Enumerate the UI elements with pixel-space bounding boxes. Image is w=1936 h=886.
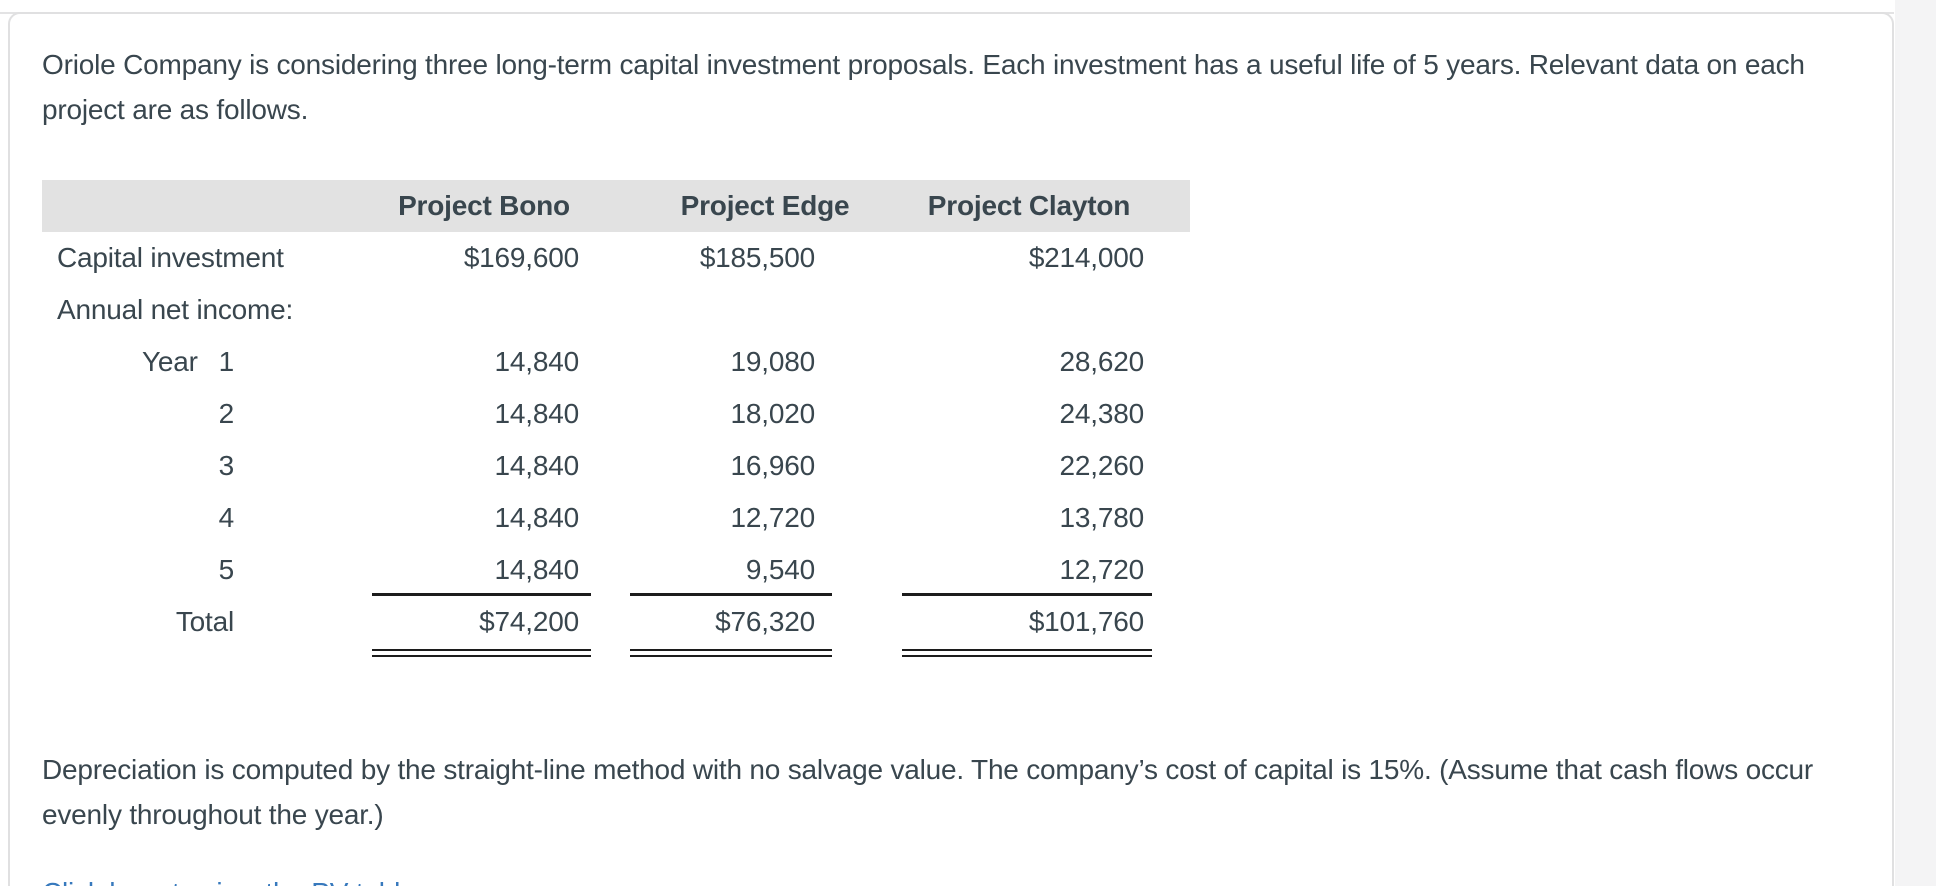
cell-bono-year-2: 14,840 [494, 398, 580, 429]
page-gutter [1895, 0, 1936, 886]
year-number: 4 [218, 502, 235, 533]
cell-bono-total: $74,200 [479, 606, 579, 637]
cell-bono-year-4: 14,840 [494, 502, 580, 533]
total-label: Total [175, 606, 234, 637]
table-row-capital-investment: Capital investment $169,600 $185,500 $21… [42, 232, 1190, 284]
cell-clayton-year-2: 24,380 [1059, 398, 1145, 429]
cell-clayton-year-5: 12,720 [1059, 554, 1145, 585]
year-number: 5 [218, 554, 235, 585]
table-row-year-4: 4 14,840 12,720 13,780 [42, 492, 1190, 544]
table-header-row: Project Bono Project Edge Project Clayto… [42, 180, 1190, 232]
cell-clayton-year-4: 13,780 [1059, 502, 1145, 533]
table-row-year-5: 5 14,840 9,540 12,720 [42, 544, 1190, 596]
double-underline-bono [372, 649, 591, 657]
year-word: Year [142, 346, 198, 377]
table-row-year-1: Year 1 14,840 19,080 28,620 [42, 336, 1190, 388]
cell-edge-year-5: 9,540 [745, 554, 815, 585]
cell-bono-capital: $169,600 [463, 242, 579, 273]
column-header-project-clayton: Project Clayton [927, 190, 1131, 221]
cell-clayton-capital: $214,000 [1028, 242, 1144, 273]
table-row-year-3: 3 14,840 16,960 22,260 [42, 440, 1190, 492]
table-row-annual-net-income: Annual net income: [42, 284, 1190, 336]
cell-edge-year-1: 19,080 [730, 346, 816, 377]
table-row-year-2: 2 14,840 18,020 24,380 [42, 388, 1190, 440]
cell-clayton-total: $101,760 [1028, 606, 1144, 637]
cell-bono-year-5: 14,840 [494, 554, 580, 585]
single-underline-edge [630, 593, 832, 596]
cell-clayton-year-1: 28,620 [1059, 346, 1145, 377]
cell-edge-year-2: 18,020 [730, 398, 816, 429]
single-underline-bono [372, 593, 591, 596]
row-label: Capital investment [57, 242, 284, 273]
single-underline-clayton [902, 593, 1152, 596]
problem-statement: Oriole Company is considering three long… [42, 49, 1805, 125]
question-card-content: Oriole Company is considering three long… [10, 14, 1892, 886]
year-number: 2 [218, 398, 235, 429]
cell-clayton-year-3: 22,260 [1059, 450, 1145, 481]
cell-edge-year-4: 12,720 [730, 502, 816, 533]
column-header-project-bono: Project Bono [398, 190, 570, 221]
table-row-total: Total $74,200 $76,320 $101,760 [42, 596, 1190, 648]
year-number: 1 [218, 346, 235, 377]
cell-edge-year-3: 16,960 [730, 450, 816, 481]
cell-edge-total: $76,320 [715, 606, 815, 637]
depreciation-note: Depreciation is computed by the straight… [42, 754, 1814, 830]
cell-bono-year-3: 14,840 [494, 450, 580, 481]
pv-table-link[interactable]: Click here to view the PV table. [42, 877, 423, 886]
cell-bono-year-1: 14,840 [494, 346, 580, 377]
column-header-project-edge: Project Edge [680, 190, 850, 221]
project-comparison-table: Project Bono Project Edge Project Clayto… [42, 180, 1190, 662]
question-card: Oriole Company is considering three long… [8, 12, 1894, 886]
double-underline-edge [630, 649, 832, 657]
cell-edge-capital: $185,500 [699, 242, 815, 273]
section-label: Annual net income: [57, 294, 294, 325]
double-underline-clayton [902, 649, 1152, 657]
year-number: 3 [218, 450, 235, 481]
